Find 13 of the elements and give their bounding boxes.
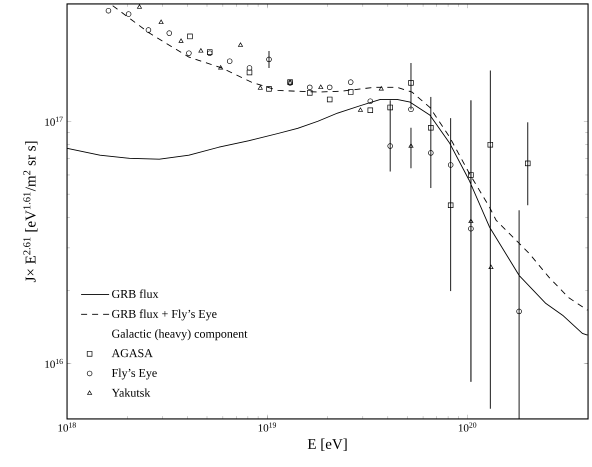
- x-tick-label: 10$^{20}$: [458, 422, 476, 432]
- legend-label: AGASA: [112, 349, 153, 358]
- y-tick-label: 10$^{16}$: [45, 358, 63, 368]
- legend-label: Fly’s Eye: [112, 368, 157, 380]
- annotation: Galactic (heavy) component: [112, 329, 248, 340]
- legend-label: Yakutsk: [112, 388, 150, 397]
- x-tick-label: 10$^{19}$: [258, 422, 276, 432]
- y-axis-title: J× E$^{2.61}$ [eV$^{1.61}$/m$^{2}$ sr s]: [23, 142, 38, 282]
- legend-label: GRB flux: [112, 289, 158, 298]
- x-tick-label: 10$^{18}$: [58, 422, 76, 432]
- y-tick-label: 10$^{17}$: [45, 116, 63, 126]
- x-axis-title: E [eV]: [308, 438, 347, 451]
- legend-label: GRB flux + Fly’s Eye: [112, 309, 217, 320]
